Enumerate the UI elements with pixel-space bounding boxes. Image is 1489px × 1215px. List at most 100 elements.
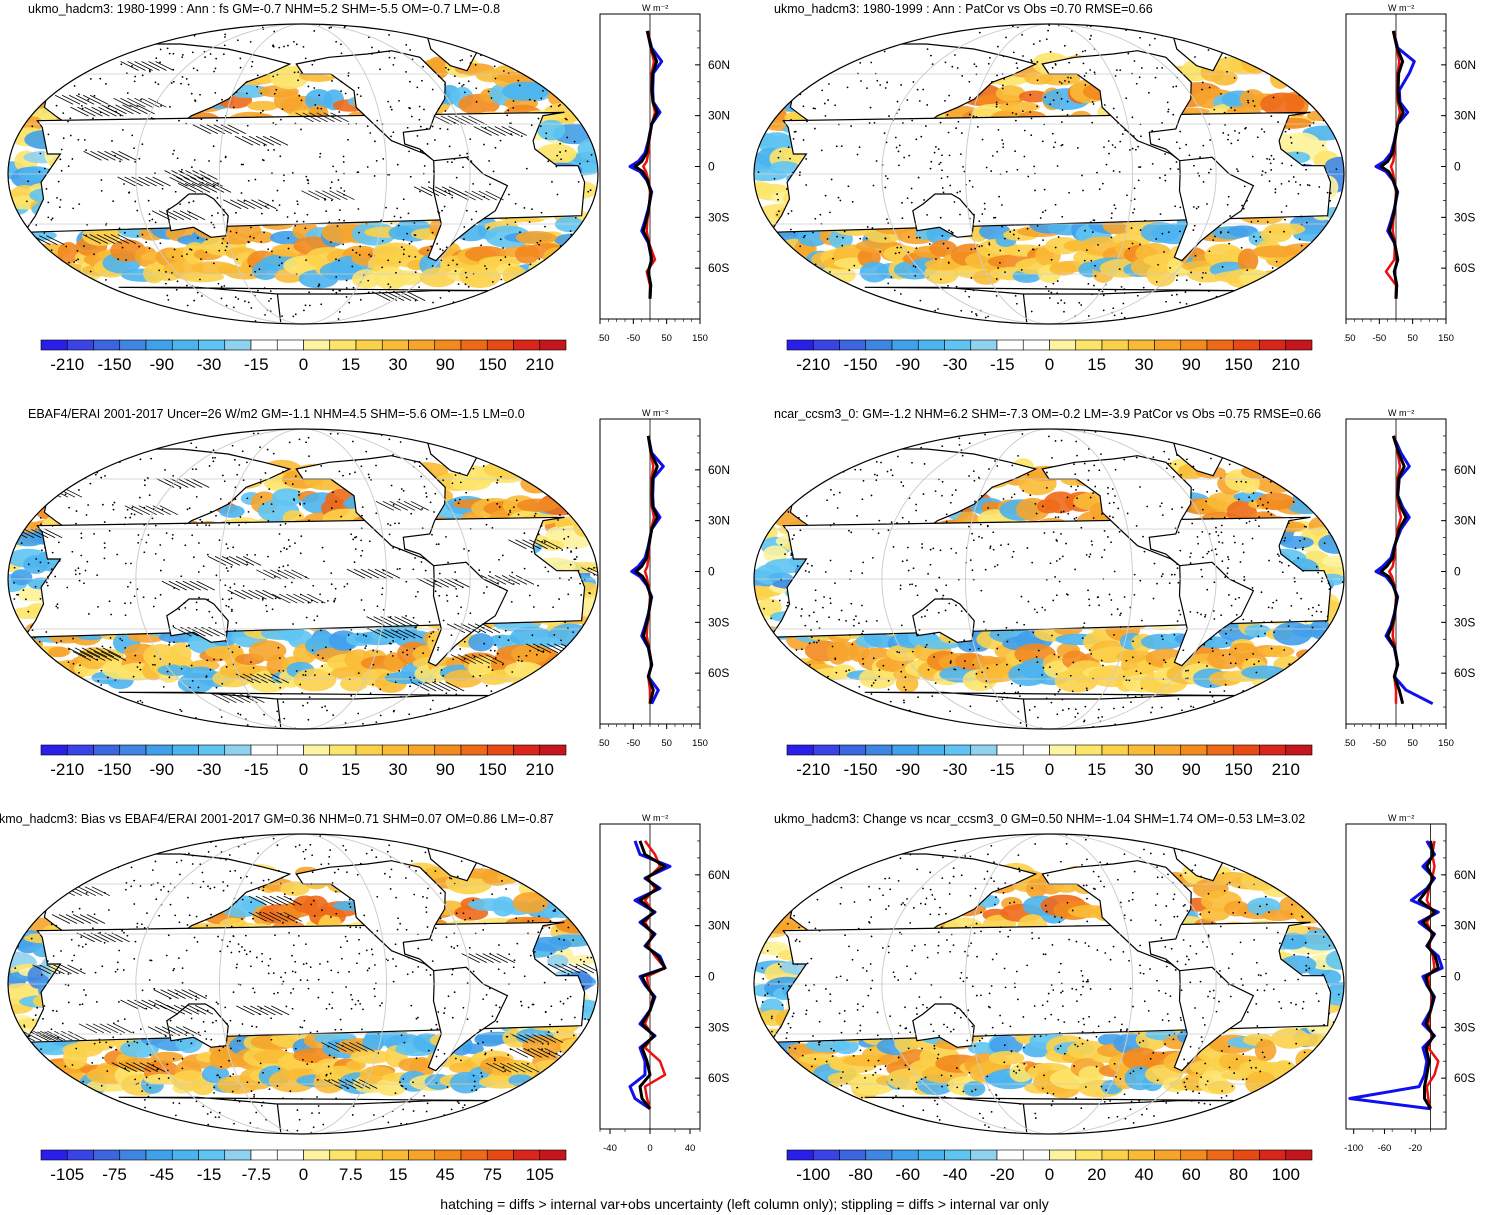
lat-tick-label: 0 [1454,970,1461,984]
colorbar [786,744,1313,756]
lat-tick-label: 0 [708,970,715,984]
colorbar-bin [812,744,840,756]
panel-p2: ukmo_hadcm3: 1980-1999 : Ann : PatCor vs… [746,0,1489,405]
colorbar-bin [1180,1149,1208,1161]
land-antarctica [118,691,511,729]
colorbar-bin [276,1149,304,1161]
colorbar-label: 30 [388,355,408,374]
zonal-tick-label: 150 [1438,333,1454,344]
colorbar-label: 90 [1181,355,1201,374]
colorbar-bin [970,1149,998,1161]
colorbar-label: -210 [796,355,831,374]
colorbar-label: -105 [50,1165,85,1184]
colorbar-bin [198,339,226,351]
field-patch [998,101,1040,113]
land-namerica [295,860,446,972]
colorbar [40,1149,567,1161]
colorbar-bin [1259,339,1287,351]
colorbar-bin [119,339,147,351]
zonal-series-line [638,840,667,1110]
colorbar-label: 30 [1134,760,1154,779]
zonal-series-line [633,30,659,299]
field-patch [1321,989,1344,1006]
lat-tick-label: 30N [1454,919,1476,933]
panel-title: ukmo_hadcm3: Bias vs EBAF4/ERAI 2001-201… [0,812,554,826]
land-africa [23,111,586,233]
colorbar-bin [250,1149,278,1161]
units-label: W m⁻² [1388,408,1414,418]
field-patch [468,633,494,652]
field-patch [520,473,552,494]
lat-tick-label: 60S [708,1071,729,1085]
lat-tick-label: 60S [1454,666,1475,680]
map-plot [753,428,1345,730]
field-patch [929,240,958,257]
colorbar-bin [145,1149,173,1161]
colorbar-label: 105 [525,1165,554,1184]
zonal-mean-plot: W m⁻² 60N 30N 0 30S 60S -150 -50 50 150 [598,3,730,344]
zonal-tick-label: 50 [1407,738,1418,749]
land-africa [769,111,1332,233]
colorbar-bin [1154,744,1182,756]
colorbar-label: -210 [796,760,831,779]
zonal-tick-label: -60 [1378,1143,1392,1154]
colorbar-bin [891,1149,919,1161]
colorbar-bin [460,744,488,756]
field-patch [1271,1027,1310,1049]
colorbar-bin [355,1149,383,1161]
field-patch [1254,1039,1277,1062]
field-patch [459,264,501,288]
colorbar-label: 0 [298,760,309,779]
colorbar-label: 15 [341,760,361,779]
field-patch [799,1053,839,1065]
colorbar-bin [1206,744,1234,756]
colorbar-label: -20 [989,1165,1015,1184]
field-patch [1256,492,1295,511]
colorbar-label: -150 [843,760,878,779]
lat-tick-label: 60S [1454,261,1475,275]
colorbar-bin [303,339,331,351]
colorbar [40,339,567,351]
colorbar-bin [329,339,357,351]
field-patch [514,244,540,264]
field-patch [1309,619,1332,640]
panel-title: ncar_ccsm3_0: GM=-1.2 NHM=6.2 SHM=-7.3 O… [774,407,1322,421]
colorbar-bin [786,1149,814,1161]
field-patch [1324,156,1344,175]
colorbar-bin [171,744,199,756]
colorbar-bin [1022,339,1050,351]
colorbar-label: -15 [243,760,269,779]
colorbar-bin [303,1149,331,1161]
colorbar-bin [812,339,840,351]
land-antarctica [864,691,1257,729]
colorbar-bin [839,744,867,756]
field-patch [516,498,559,512]
lat-tick-label: 30N [1454,109,1476,123]
field-patch [1252,245,1298,258]
field-patch [1271,1074,1314,1086]
colorbar-bin [171,1149,199,1161]
colorbar-bin [1232,744,1260,756]
colorbar-label: 90 [1181,760,1201,779]
colorbar-label: 0 [1044,1165,1055,1184]
colorbar-label: 210 [1271,355,1300,374]
field-patch [995,85,1026,102]
field-patch [191,1078,215,1096]
land-africa [769,921,1332,1043]
zonal-tick-label: 150 [1438,738,1454,749]
colorbar-bin [381,1149,409,1161]
field-patch [763,545,788,563]
colorbar-bin [93,744,121,756]
colorbar-bin [408,339,436,351]
colorbar-bin [1285,339,1313,351]
lat-tick-label: 30S [708,210,729,224]
land-antarctica [118,1096,511,1134]
field-patch [48,646,70,658]
units-label: W m⁻² [642,813,668,823]
field-patch [757,598,782,617]
colorbar-bin [1285,744,1313,756]
field-patch [1306,110,1332,122]
colorbar-bin [66,339,94,351]
zonal-mean-plot: W m⁻² 60N 30N 0 30S 60S -150 -50 50 150 [1344,3,1476,344]
colorbar-bin [434,339,462,351]
